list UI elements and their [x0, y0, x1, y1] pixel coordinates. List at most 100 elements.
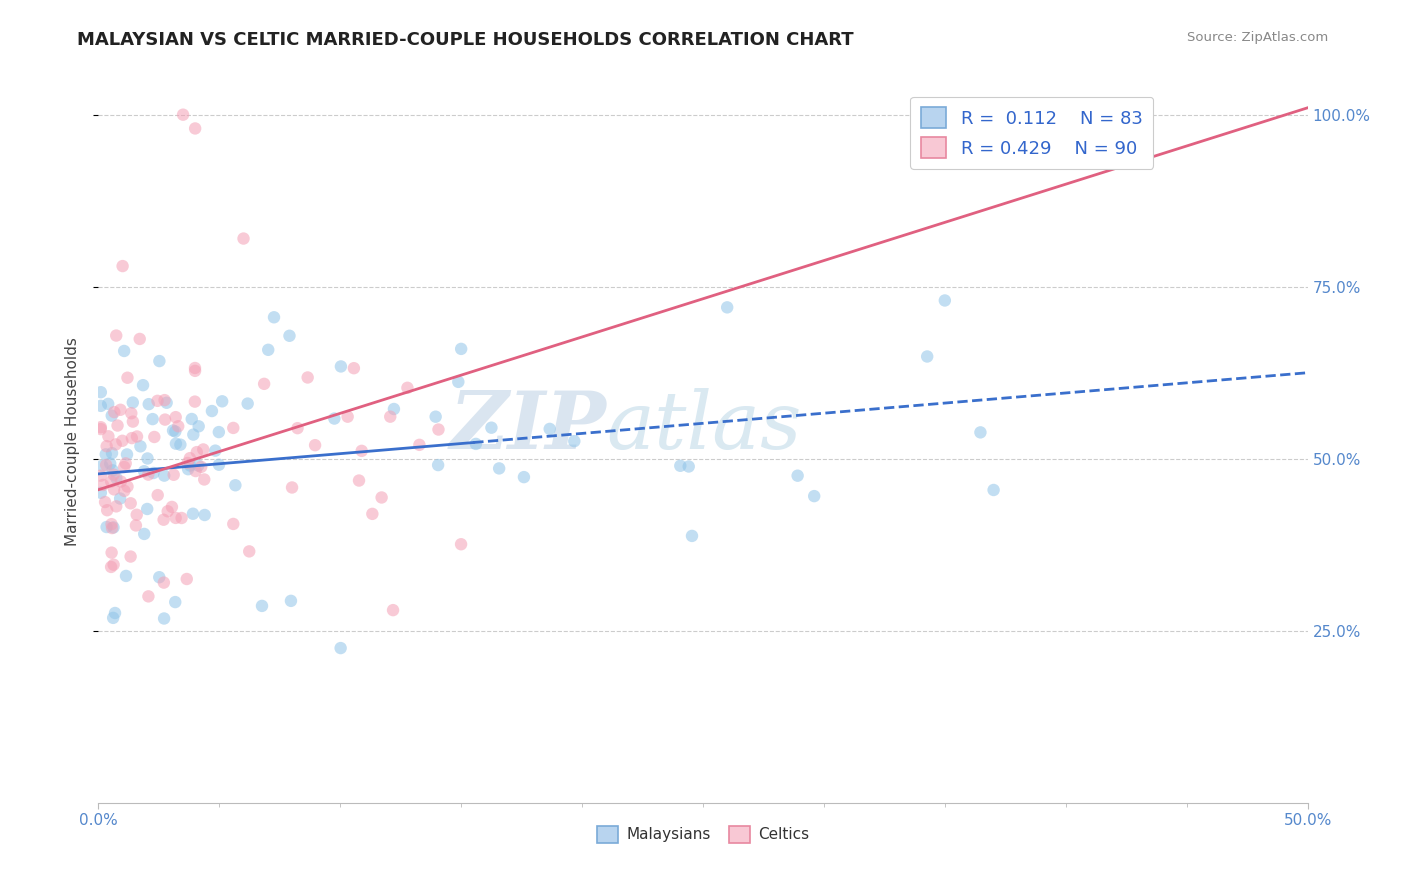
Point [120, 496, 142, 510]
Point [136, 502, 159, 516]
Point [297, 370, 319, 384]
Point [112, 343, 135, 358]
Point [105, 328, 128, 343]
Point [250, 599, 273, 613]
Point [382, 603, 405, 617]
Point [103, 483, 125, 497]
Point [105, 500, 128, 514]
Point [108, 491, 131, 506]
Point [94, 458, 117, 472]
Point [96, 503, 118, 517]
Text: atlas: atlas [606, 388, 801, 466]
Point [304, 438, 326, 452]
Point [96, 439, 118, 453]
Point [238, 544, 260, 558]
Point [343, 361, 366, 376]
Point [115, 569, 138, 583]
Point [163, 467, 186, 482]
Point [153, 393, 176, 408]
Point [103, 520, 125, 534]
Point [110, 402, 132, 417]
Point [98, 457, 121, 471]
Point [91, 458, 114, 473]
Point [193, 442, 215, 457]
Point [156, 504, 179, 518]
Point [934, 293, 956, 308]
Point [97, 397, 120, 411]
Point [125, 518, 148, 533]
Point [190, 459, 212, 474]
Point [447, 375, 470, 389]
Point [136, 451, 159, 466]
Point [90, 420, 112, 434]
Point [148, 354, 170, 368]
Point [134, 464, 156, 478]
Point [181, 507, 204, 521]
Point [669, 458, 692, 473]
Point [100, 409, 122, 423]
Point [103, 467, 125, 482]
Point [152, 513, 174, 527]
Point [786, 468, 808, 483]
Point [187, 419, 209, 434]
Point [104, 437, 127, 451]
Point [184, 464, 207, 478]
Point [160, 500, 183, 514]
Point [350, 443, 373, 458]
Point [128, 332, 150, 346]
Point [208, 458, 231, 472]
Point [142, 466, 165, 480]
Text: Source: ZipAtlas.com: Source: ZipAtlas.com [1188, 31, 1329, 45]
Point [183, 427, 205, 442]
Point [101, 463, 124, 477]
Point [425, 409, 447, 424]
Point [408, 438, 430, 452]
Point [112, 483, 135, 498]
Point [281, 481, 304, 495]
Point [117, 370, 139, 384]
Point [100, 475, 122, 489]
Point [450, 537, 472, 551]
Point [122, 415, 145, 429]
Point [236, 396, 259, 410]
Point [186, 445, 208, 459]
Point [201, 404, 224, 418]
Point [125, 429, 148, 443]
Point [101, 446, 124, 460]
Point [115, 447, 138, 461]
Point [90, 399, 112, 413]
Point [112, 460, 135, 475]
Point [96, 520, 118, 534]
Point [347, 474, 370, 488]
Point [538, 422, 561, 436]
Text: MALAYSIAN VS CELTIC MARRIED-COUPLE HOUSEHOLDS CORRELATION CHART: MALAYSIAN VS CELTIC MARRIED-COUPLE HOUSE… [77, 31, 853, 49]
Point [370, 491, 392, 505]
Point [132, 378, 155, 392]
Point [91, 478, 114, 492]
Point [280, 594, 302, 608]
Point [143, 430, 166, 444]
Point [117, 479, 139, 493]
Point [336, 409, 359, 424]
Point [146, 488, 169, 502]
Point [380, 409, 402, 424]
Point [120, 549, 142, 564]
Point [107, 418, 129, 433]
Point [187, 458, 209, 473]
Point [101, 521, 124, 535]
Point [104, 606, 127, 620]
Text: ZIP: ZIP [450, 388, 606, 466]
Point [142, 412, 165, 426]
Point [111, 259, 134, 273]
Point [329, 641, 352, 656]
Point [184, 121, 207, 136]
Point [263, 310, 285, 325]
Point [165, 595, 187, 609]
Point [103, 405, 125, 419]
Point [90, 485, 112, 500]
Point [165, 511, 187, 525]
Point [138, 590, 160, 604]
Point [165, 425, 187, 439]
Point [427, 458, 450, 472]
Point [177, 462, 200, 476]
